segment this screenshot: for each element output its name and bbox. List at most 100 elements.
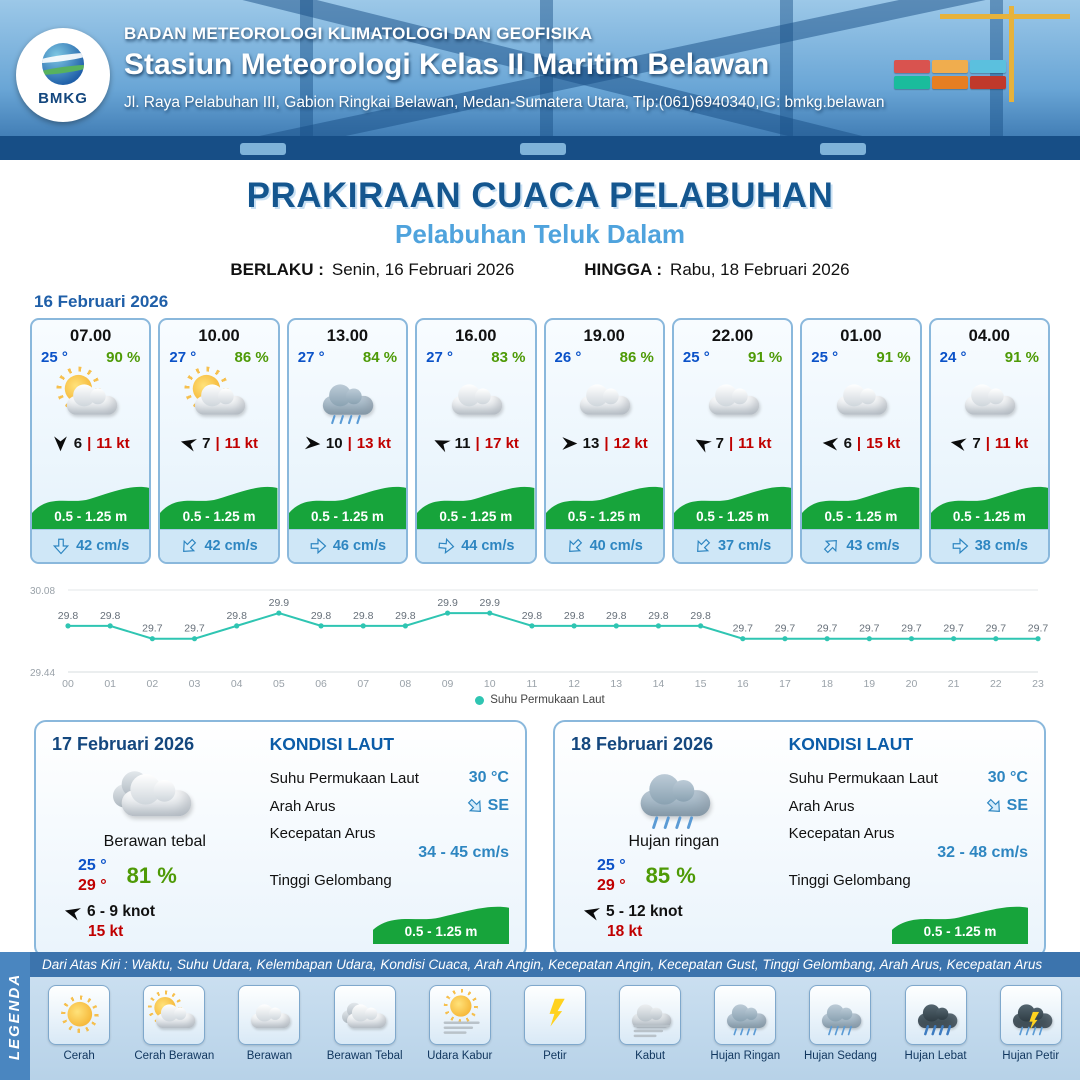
legend-label: Hujan Lebat [904,1050,967,1062]
legend-tile [999,985,1062,1045]
legend-section: LEGENDA Dari Atas Kiri : Waktu, Suhu Uda… [0,952,1080,1080]
wind-row: 7 | 11 kt [674,430,791,456]
hujan-ringan-icon [721,995,770,1036]
svg-text:29.7: 29.7 [986,623,1007,635]
weather-icon [110,758,200,828]
weather-icon-area [417,366,534,430]
weather-icon-area [160,366,277,430]
current-direction-icon [52,538,70,555]
temp-humidity-row: 27 ° 84 % [289,346,406,366]
legend-label: Cerah [63,1050,95,1062]
wave-height-band: 0.5 - 1.25 m [891,898,1028,944]
wave-height-row: Tinggi Gelombang [270,872,509,889]
current-row: 37 cm/s [673,529,792,562]
sun-icon [67,1001,93,1027]
legend-label: Cerah Berawan [134,1050,215,1062]
air-temperature: 25 ° [682,349,710,366]
wave-shape [32,487,150,529]
container-decoration [894,76,930,89]
air-temperature: 25 ° [41,349,68,366]
cloud-icon [156,1004,196,1029]
wind-direction-icon [53,435,67,451]
svg-text:14: 14 [653,678,665,690]
daily-weather-column: 17 Februari 2026 Berawan tebal 25 ° 29 °… [52,734,258,944]
svg-text:29.8: 29.8 [648,610,669,622]
wind-speed: 6 [843,434,852,452]
current-speed-label: Kecepatan Arus [788,825,895,842]
air-temperature: 27 ° [297,349,325,366]
weather-icon-area [931,366,1048,430]
svg-text:20: 20 [906,678,918,690]
chart-legend: Suhu Permukaan Laut [28,694,1052,706]
temp-humidity-row: 27 ° 86 % [160,346,277,366]
svg-text:29.9: 29.9 [269,597,290,609]
svg-text:29.7: 29.7 [817,623,838,635]
crane-decoration [940,14,1070,19]
wind-row: 6 - 9 knot [52,903,258,921]
bmkg-globe-icon [42,43,84,85]
sst-label: Suhu Permukaan Laut [788,769,938,787]
current-speed: 44 cm/s [461,538,515,554]
humidity: 86 % [234,349,269,366]
humidity: 91 % [876,349,911,366]
svg-text:29.7: 29.7 [943,623,964,635]
current-direction-value: SE [487,797,509,814]
legend-tile [619,985,682,1045]
legend-title-text: LEGENDA [6,972,24,1060]
legend-label: Berawan Tebal [326,1050,403,1062]
temp-min: 25 ° [78,857,107,874]
wave-height: 0.5 - 1.25 m [439,509,513,524]
temp-humidity-row: 26 ° 86 % [546,346,663,366]
temp-min: 25 ° [597,857,626,874]
weather-condition: Berawan tebal [103,833,206,850]
valid-to-label: HINGGA : [584,260,663,279]
current-direction-icon [986,798,1000,812]
svg-text:04: 04 [231,678,243,690]
legend-dot-icon [475,695,485,705]
station-address: Jl. Raya Pelabuhan III, Gabion Ringkai B… [124,94,885,111]
berawan-tebal-icon [340,995,389,1034]
svg-text:29.7: 29.7 [142,623,163,635]
weather-icon [828,373,893,423]
humidity: 83 % [491,349,526,366]
legend-tile [48,985,111,1045]
legend-item: Kabut [604,985,696,1062]
current-direction: SE [466,797,509,815]
current-direction-icon [824,540,838,554]
hourly-forecast-card: 19.00 26 ° 86 % 13 | 12 kt 0.5 - 1.25 m … [543,318,665,564]
svg-text:21: 21 [948,678,960,690]
cloud-icon [640,774,711,817]
udara-kabur-icon [435,995,484,1034]
wave-height-band: 0.5 - 1.25 m [32,477,150,529]
svg-text:30.08: 30.08 [30,586,55,597]
cloud-icon [451,384,503,415]
svg-text:29.9: 29.9 [437,597,458,609]
cerah-icon [55,995,104,1034]
divider: | [347,434,352,452]
wind-row: 6 | 11 kt [32,430,149,456]
wind-row: 11 | 17 kt [417,430,534,456]
current-row: 44 cm/s [417,529,535,562]
wind-direction-icon [583,907,600,920]
sst-value: 30 °C [468,769,509,786]
wave-height-band: 0.5 - 1.25 m [930,477,1048,529]
weather-icon [572,373,637,423]
legend-tile [904,985,967,1045]
svg-text:16: 16 [737,678,749,690]
hourly-forecast-card: 22.00 25 ° 91 % 7 | 11 kt 0.5 - 1.25 m 3… [671,318,794,564]
svg-text:07: 07 [357,678,369,690]
lightning-icon [1029,1011,1039,1030]
weather-icon [443,373,508,423]
post-decoration [540,0,553,136]
svg-text:10: 10 [484,678,496,690]
wave-height-band: 0.5 - 1.25 m [802,477,920,529]
temp-humidity-row: 25 ° 91 % [802,346,919,366]
weather-icon [629,758,719,830]
post-decoration [780,0,793,136]
legend-description: Dari Atas Kiri : Waktu, Suhu Udara, Kele… [30,952,1080,977]
weather-icon-area [571,755,777,831]
rain-icon [922,1024,952,1040]
gust-speed: 13 kt [356,434,391,452]
header-text: BADAN METEOROLOGI KLIMATOLOGI DAN GEOFIS… [124,24,1068,112]
current-speed-value: 34 - 45 cm/s [418,844,509,861]
